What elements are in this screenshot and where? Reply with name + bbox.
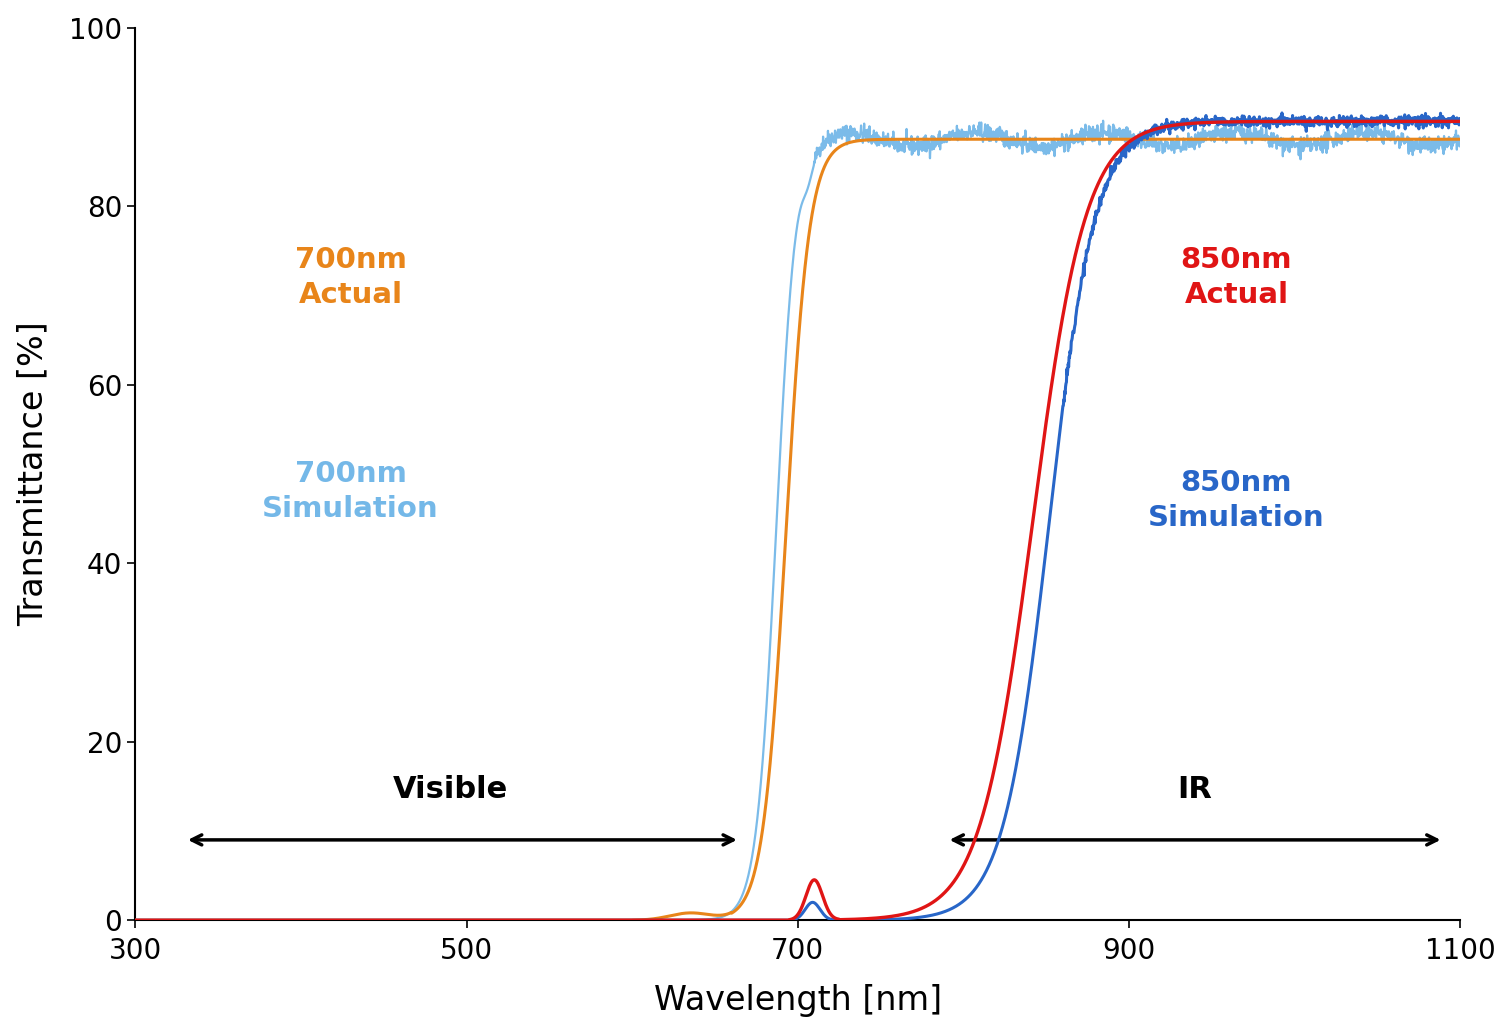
Text: 850nm
Simulation: 850nm Simulation: [1148, 469, 1325, 533]
Text: 850nm
Actual: 850nm Actual: [1181, 246, 1293, 309]
Text: Visible: Visible: [393, 776, 508, 804]
X-axis label: Wavelength [nm]: Wavelength [nm]: [653, 984, 942, 1017]
Text: 700nm
Simulation: 700nm Simulation: [263, 460, 438, 523]
Text: 700nm
Actual: 700nm Actual: [295, 246, 407, 309]
Text: IR: IR: [1178, 776, 1213, 804]
Y-axis label: Transmittance [%]: Transmittance [%]: [17, 322, 50, 627]
